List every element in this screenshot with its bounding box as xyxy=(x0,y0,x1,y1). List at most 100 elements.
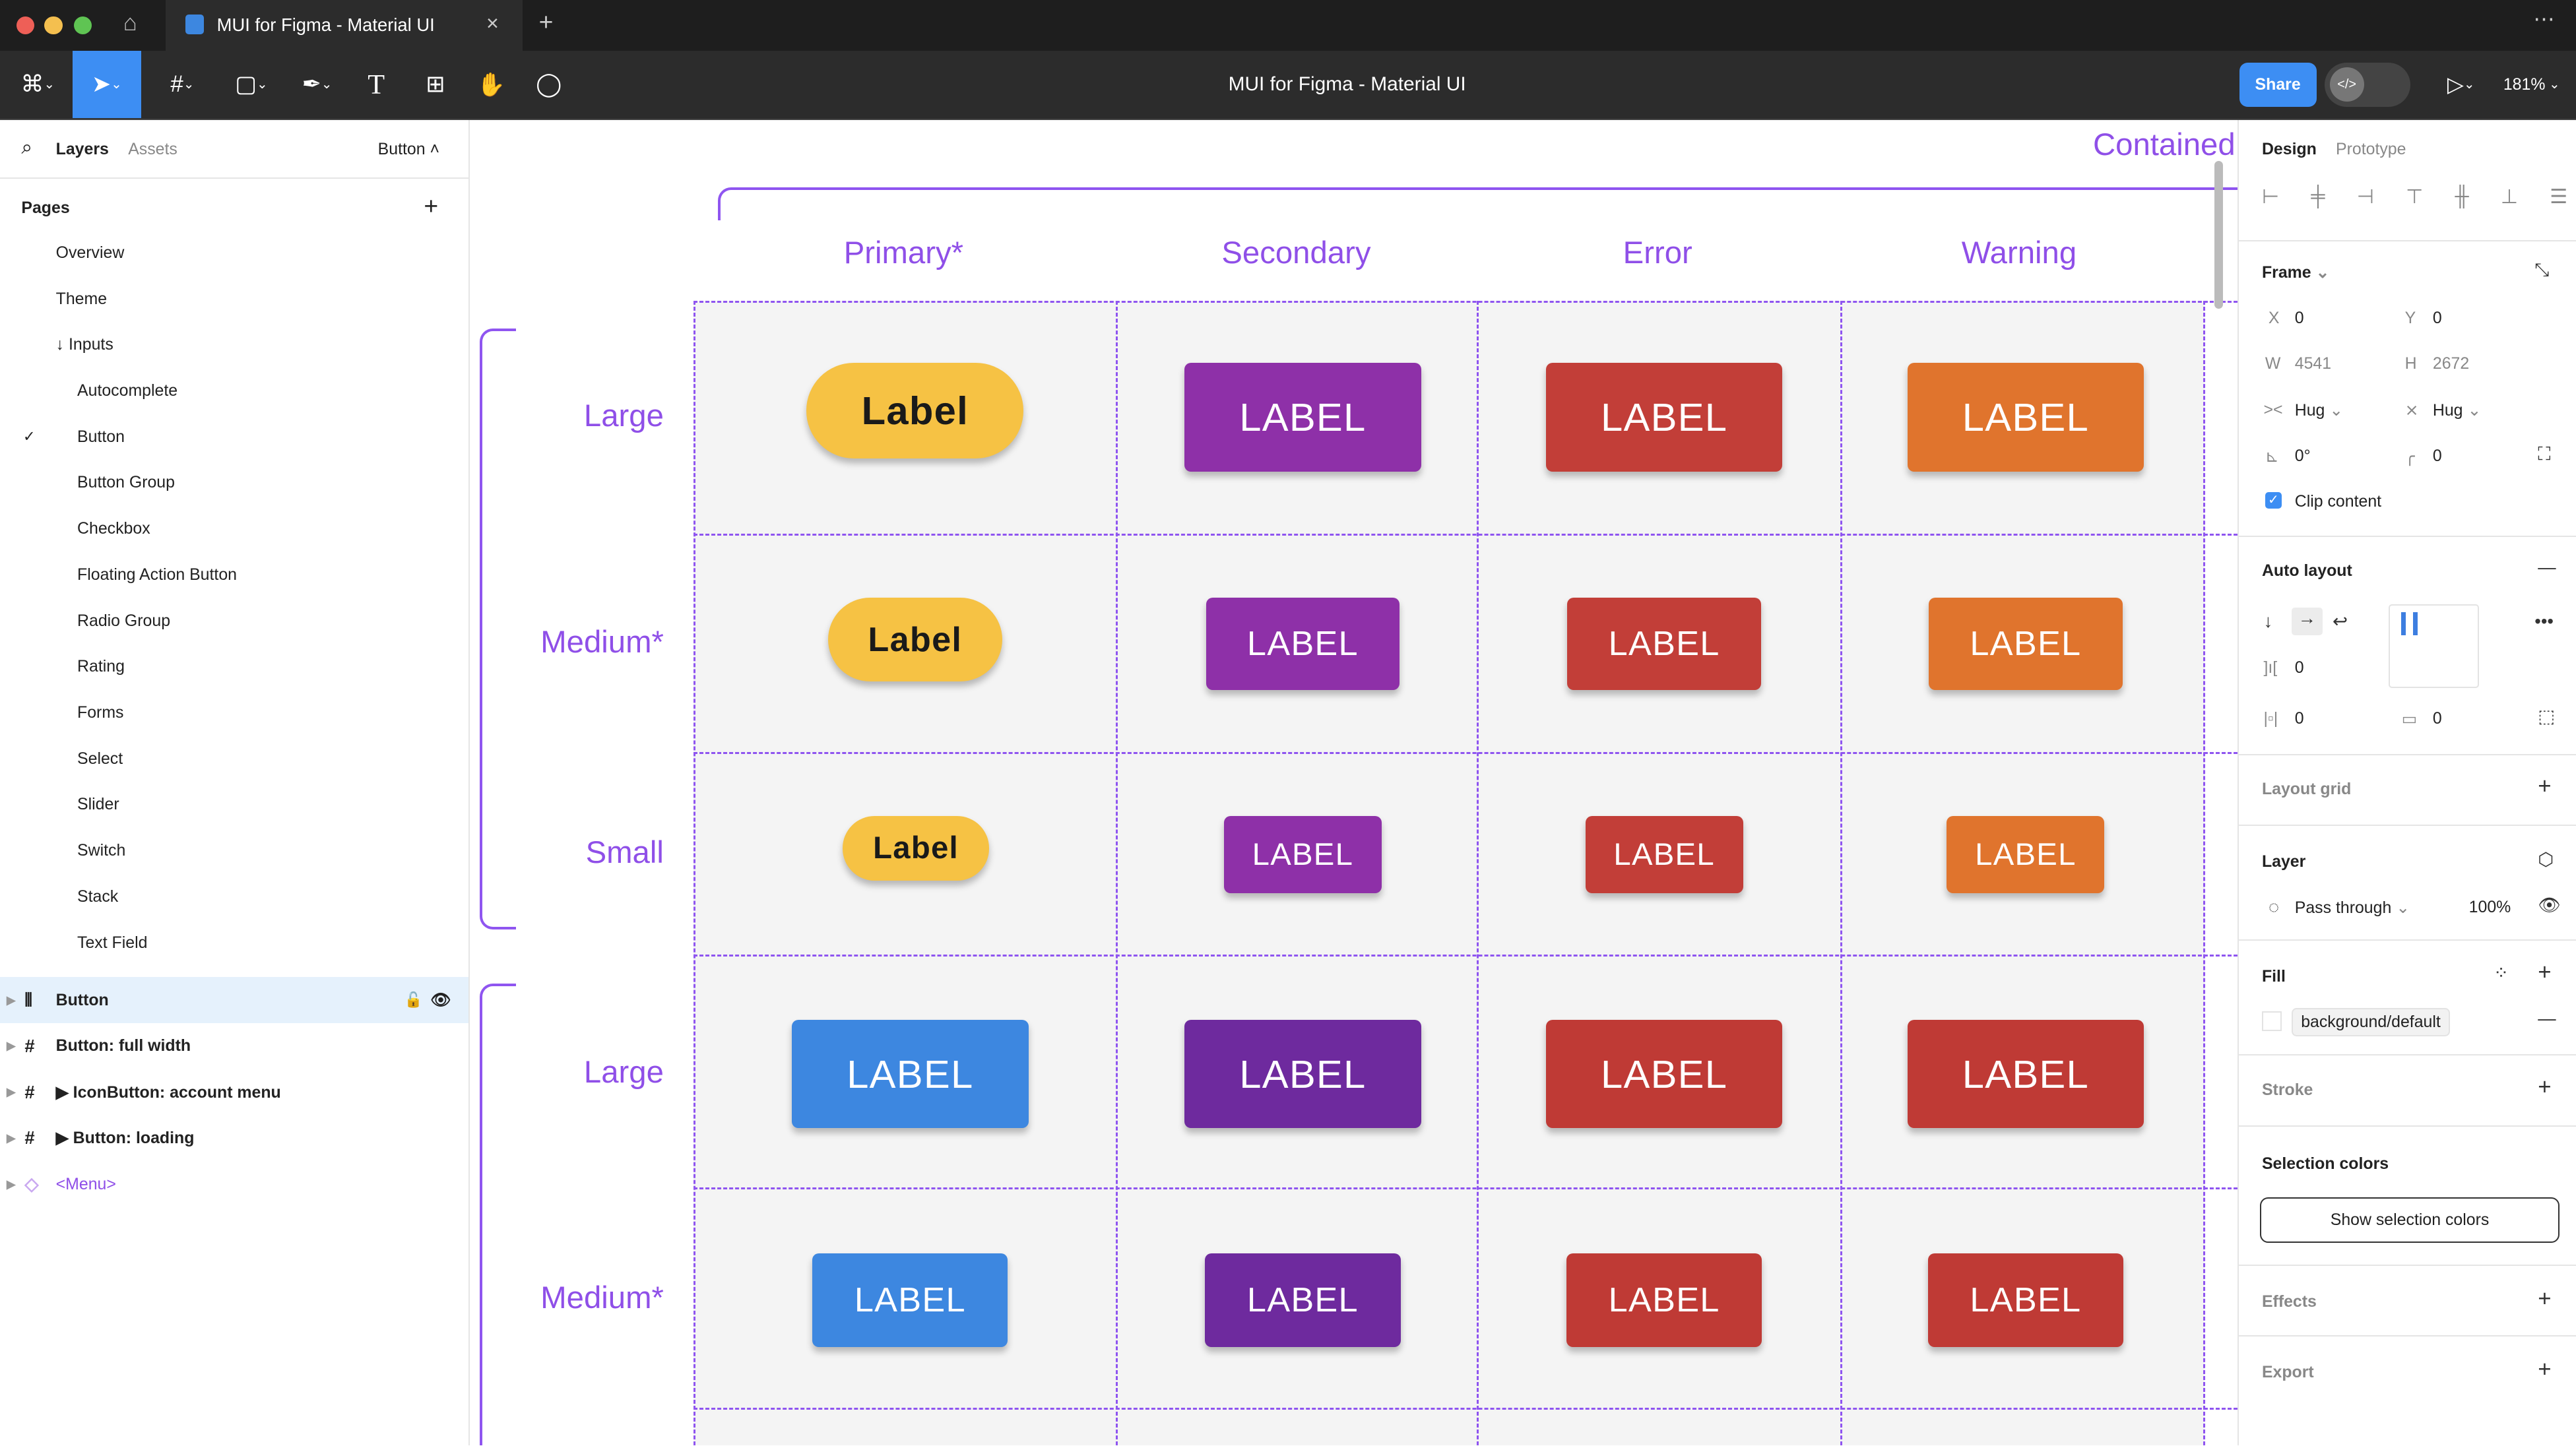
independent-corners-icon[interactable]: ⛶ xyxy=(2538,443,2550,465)
expand-caret-icon[interactable]: ▶ xyxy=(7,993,15,1007)
remove-fill-icon[interactable]: — xyxy=(2538,1008,2556,1029)
page-item[interactable]: Stack xyxy=(0,874,468,920)
add-export-icon[interactable]: + xyxy=(2538,1356,2551,1383)
add-stroke-icon[interactable]: + xyxy=(2538,1074,2551,1100)
canvas-button[interactable]: LABEL xyxy=(1546,363,1783,471)
layer-row[interactable]: ▶◇<Menu> xyxy=(0,1161,468,1207)
fill-style-chip[interactable]: background/default xyxy=(2292,1008,2450,1036)
dev-mode-toggle[interactable]: </> xyxy=(2325,63,2410,107)
frame-tool-icon[interactable]: #⌄ xyxy=(154,51,210,118)
horizontal-direction-icon[interactable]: → xyxy=(2292,608,2323,635)
page-item[interactable]: Theme xyxy=(0,276,468,322)
present-icon[interactable]: ▷⌄ xyxy=(2438,51,2484,118)
visibility-eye-icon[interactable]: 👁 xyxy=(430,991,451,1010)
canvas-button[interactable]: LABEL xyxy=(1908,1020,2144,1128)
page-item[interactable]: Checkbox xyxy=(0,506,468,552)
page-item[interactable]: Button Group xyxy=(0,460,468,506)
zoom-menu[interactable]: 181% ⌄ xyxy=(2497,51,2566,118)
resize-to-fit-icon[interactable]: ⤡ xyxy=(2534,259,2549,281)
horizontal-padding-field[interactable]: 0 xyxy=(2295,709,2304,728)
layer-row[interactable]: ▶#Button: full width xyxy=(0,1023,468,1069)
width-mode-select[interactable]: Hug ⌄ xyxy=(2295,400,2343,420)
canvas-button[interactable]: LABEL xyxy=(1929,598,2123,689)
page-item[interactable]: ✓Button xyxy=(0,414,468,460)
main-menu-icon[interactable]: ⌘⌄ xyxy=(10,51,66,118)
height-mode-select[interactable]: Hug ⌄ xyxy=(2433,400,2481,420)
rotation-field[interactable]: 0° xyxy=(2295,447,2311,466)
page-item[interactable]: Select xyxy=(0,736,468,782)
page-item[interactable]: Forms xyxy=(0,690,468,736)
share-button[interactable]: Share xyxy=(2239,63,2317,107)
canvas-button[interactable]: LABEL xyxy=(1566,1253,1762,1347)
align-v-center-icon[interactable]: ╫ xyxy=(2455,185,2468,208)
expand-caret-icon[interactable]: ▶ xyxy=(7,1085,15,1099)
canvas-button[interactable]: Label xyxy=(828,598,1002,681)
add-fill-icon[interactable]: + xyxy=(2538,959,2551,986)
canvas-button[interactable]: LABEL xyxy=(1908,363,2144,471)
tab-assets[interactable]: Assets xyxy=(128,140,177,159)
shape-tool-icon[interactable]: ▢⌄ xyxy=(224,51,280,118)
fill-swatch[interactable] xyxy=(2262,1011,2282,1031)
layer-row[interactable]: ▶#▶ IconButton: account menu xyxy=(0,1069,468,1116)
page-item[interactable]: Switch xyxy=(0,828,468,874)
y-field[interactable]: 0 xyxy=(2433,309,2442,328)
canvas-button[interactable]: LABEL xyxy=(1567,598,1761,689)
minimize-window-button[interactable] xyxy=(44,16,62,34)
canvas-button[interactable]: LABEL xyxy=(1224,816,1382,893)
align-left-icon[interactable]: ⊢ xyxy=(2262,185,2279,208)
frame-title[interactable]: Frame ⌄ xyxy=(2262,263,2329,282)
add-effect-icon[interactable]: + xyxy=(2538,1286,2551,1312)
canvas-button[interactable]: LABEL xyxy=(1947,816,2104,893)
canvas-button[interactable]: LABEL xyxy=(1546,1020,1783,1128)
styles-icon[interactable]: ⁘ xyxy=(2494,962,2509,984)
hand-tool-icon[interactable]: ✋ xyxy=(473,51,509,118)
visibility-eye-icon[interactable]: 👁 xyxy=(2538,895,2561,916)
radius-field[interactable]: 0 xyxy=(2433,447,2442,466)
canvas-button[interactable]: LABEL xyxy=(1184,363,1421,471)
canvas-button[interactable]: LABEL xyxy=(1586,816,1743,893)
page-item[interactable]: Floating Action Button xyxy=(0,552,468,598)
lock-icon[interactable]: 🔓 xyxy=(404,991,422,1009)
vertical-padding-field[interactable]: 0 xyxy=(2433,709,2442,728)
more-icon[interactable]: ⋯ xyxy=(2533,7,2554,32)
canvas-button[interactable]: LABEL xyxy=(1928,1253,2123,1347)
tab-layers[interactable]: Layers xyxy=(56,140,109,159)
page-item[interactable]: Overview xyxy=(0,230,468,276)
add-layout-grid-icon[interactable]: + xyxy=(2538,773,2551,800)
text-tool-icon[interactable]: T xyxy=(358,51,395,118)
add-page-icon[interactable]: + xyxy=(424,192,438,220)
close-window-button[interactable] xyxy=(16,16,34,34)
move-tool-icon[interactable]: ➤⌄ xyxy=(73,51,142,118)
width-field[interactable]: 4541 xyxy=(2295,354,2331,373)
layer-variable-icon[interactable]: ⬡ xyxy=(2538,849,2554,870)
opacity-field[interactable]: 100% xyxy=(2469,898,2511,917)
file-tab[interactable]: MUI for Figma - Material UI × xyxy=(166,0,522,51)
distribute-icon[interactable]: ☰ xyxy=(2550,185,2567,208)
page-item[interactable]: ↓ Inputs xyxy=(0,322,468,368)
comment-tool-icon[interactable]: ◯ xyxy=(531,51,567,118)
gap-field[interactable]: 0 xyxy=(2295,658,2304,677)
pen-tool-icon[interactable]: ✒⌄ xyxy=(289,51,345,118)
layer-row[interactable]: ▶⫴Button🔓👁 xyxy=(0,977,468,1023)
home-icon[interactable]: ⌂ xyxy=(123,10,137,36)
canvas[interactable]: Contained Primary*SecondaryErrorWarningL… xyxy=(470,120,2238,1445)
clip-content-checkbox[interactable]: ✓ xyxy=(2265,492,2282,509)
wrap-icon[interactable]: ↩ xyxy=(2333,611,2348,632)
canvas-button[interactable]: Label xyxy=(843,816,989,880)
canvas-button[interactable]: LABEL xyxy=(1205,1253,1400,1347)
align-top-icon[interactable]: ⊤ xyxy=(2406,185,2423,208)
page-item[interactable]: Radio Group xyxy=(0,598,468,644)
expand-caret-icon[interactable]: ▶ xyxy=(7,1178,15,1191)
canvas-button[interactable]: LABEL xyxy=(812,1253,1008,1347)
canvas-button[interactable]: Label xyxy=(806,363,1023,458)
page-item[interactable]: Slider xyxy=(0,782,468,828)
page-item[interactable]: Text Field xyxy=(0,920,468,966)
canvas-button[interactable]: LABEL xyxy=(792,1020,1029,1128)
remove-auto-layout-icon[interactable]: — xyxy=(2538,557,2556,578)
page-item[interactable]: Rating xyxy=(0,644,468,690)
new-tab-icon[interactable]: + xyxy=(539,8,554,36)
align-right-icon[interactable]: ⊣ xyxy=(2357,185,2374,208)
page-item[interactable]: Autocomplete xyxy=(0,368,468,414)
alignment-grid[interactable] xyxy=(2389,604,2479,688)
individual-padding-icon[interactable]: ⬚ xyxy=(2538,706,2555,727)
